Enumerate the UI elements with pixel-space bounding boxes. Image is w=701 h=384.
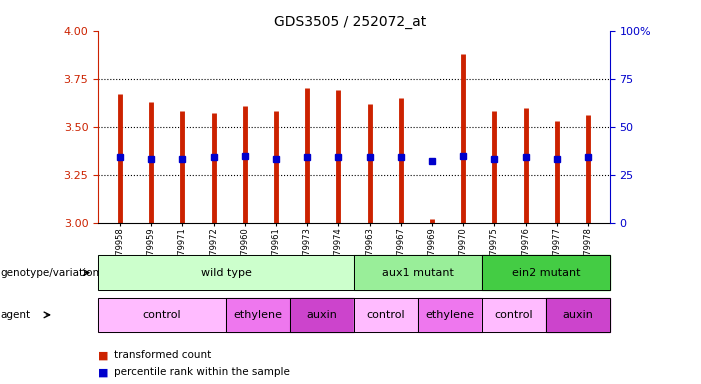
Text: genotype/variation: genotype/variation <box>1 268 100 278</box>
Text: auxin: auxin <box>306 310 337 320</box>
Text: control: control <box>495 310 533 320</box>
Text: auxin: auxin <box>562 310 593 320</box>
Text: control: control <box>367 310 405 320</box>
Text: ■: ■ <box>98 350 109 360</box>
Text: percentile rank within the sample: percentile rank within the sample <box>114 367 290 377</box>
Text: GDS3505 / 252072_at: GDS3505 / 252072_at <box>274 15 427 29</box>
Text: transformed count: transformed count <box>114 350 211 360</box>
Text: ethylene: ethylene <box>426 310 475 320</box>
Text: aux1 mutant: aux1 mutant <box>382 268 454 278</box>
Text: ethylene: ethylene <box>233 310 283 320</box>
Text: ein2 mutant: ein2 mutant <box>512 268 580 278</box>
Text: wild type: wild type <box>200 268 252 278</box>
Text: control: control <box>143 310 182 320</box>
Text: agent: agent <box>1 310 31 320</box>
Text: ■: ■ <box>98 367 109 377</box>
